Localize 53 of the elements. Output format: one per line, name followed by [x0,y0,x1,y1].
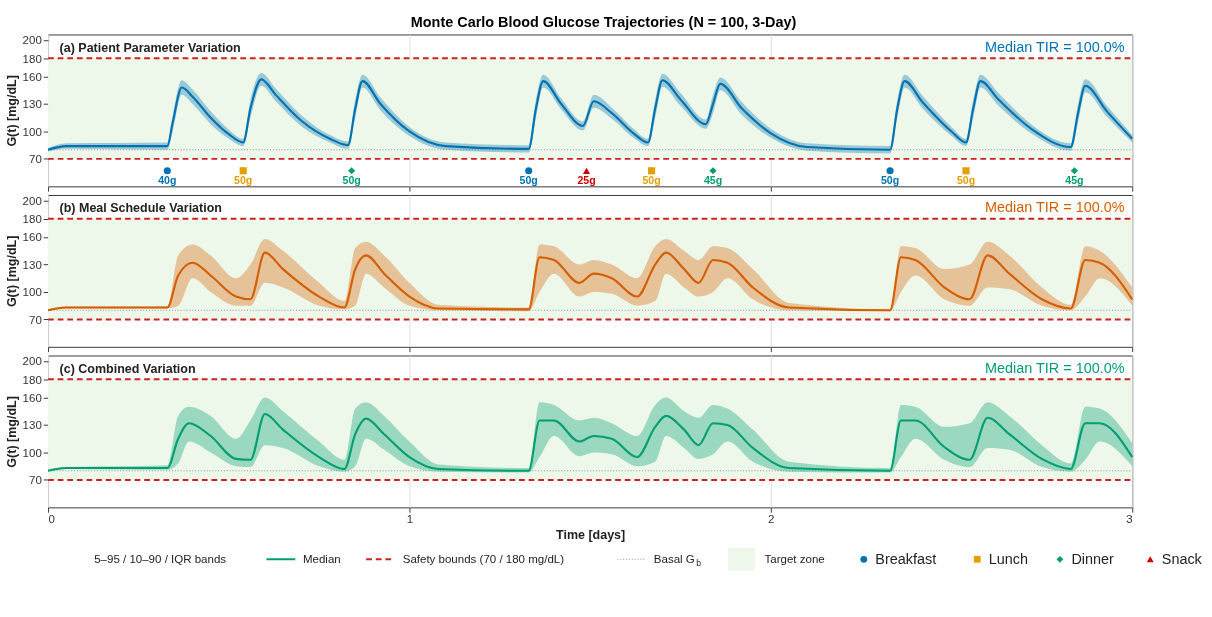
y-tick-label: 160 [22,231,42,244]
y-tick-label: 100 [22,125,42,138]
y-tick-label: 200 [22,34,42,47]
legend-label: Dinner [1071,551,1115,568]
text: (a) Patient Parameter Variation [59,40,241,55]
y-tick-label: 160 [22,391,42,404]
text: 5–95 / 10–90 / IQR bands [94,553,227,566]
y-tick-label: 180 [22,373,42,386]
y-tick-label: 160 [22,70,42,83]
text: (b) Meal Schedule Variation [59,201,222,216]
annotation: 50g [880,174,900,187]
line-series [47,251,1134,312]
annotation: 50g [519,174,538,187]
y-tick-label: 100 [22,286,42,299]
y-tick-label: 180 [22,52,42,65]
y-tick-label: 200 [22,355,42,368]
annotation: 45g [703,174,723,187]
y-tick-label: 130 [22,419,42,432]
y-axis-title: G(t) [mg/dL] [4,396,19,468]
y-axis-title: G(t) [mg/dL] [4,235,19,308]
x-tick-label: 2 [768,513,775,526]
y-tick-label: 130 [22,98,42,111]
legend-label: Target zone [764,553,825,566]
legend-label: Breakfast [875,551,937,568]
legend-label: Lunch [988,551,1029,568]
x-tick-label: 1 [406,513,414,526]
x-axis-title: Time [days] [556,527,626,542]
y-tick-label: 130 [22,258,42,271]
annotation: 50g [342,174,361,187]
y-axis-title: G(t) [mg/dL] [4,75,19,147]
x-tick-label: 3 [1126,513,1133,526]
legend-label: Snack [1161,551,1203,568]
y-tick-label: 180 [22,213,42,226]
legend-label: Safety bounds (70 / 180 mg/dL) [402,553,565,566]
annotation: 45g [1065,174,1084,187]
x-tick-label: 0 [48,513,55,526]
annotation: Median TIR = 100.0% [985,359,1125,376]
annotation: 50g [642,174,661,187]
annotation: 50g [956,174,976,187]
chart-title: Monte Carlo Blood Glucose Trajectories (N = 100, 3-Day) [410,14,797,31]
line-series [47,413,1134,472]
y-tick-label: 70 [29,313,42,326]
text: (c) Combined Variation [59,361,196,376]
annotation: 25g [577,174,596,187]
annotation: 40g [158,174,177,187]
y-tick-label: 70 [29,474,42,487]
text: Median [302,553,341,566]
y-tick-label: 100 [22,446,42,459]
y-tick-label: 200 [22,194,42,207]
annotation: 50g [234,174,253,187]
annotation: Median TIR = 100.0% [985,199,1125,216]
annotation: Median TIR = 100.0% [985,38,1125,55]
y-tick-label: 70 [29,153,42,166]
